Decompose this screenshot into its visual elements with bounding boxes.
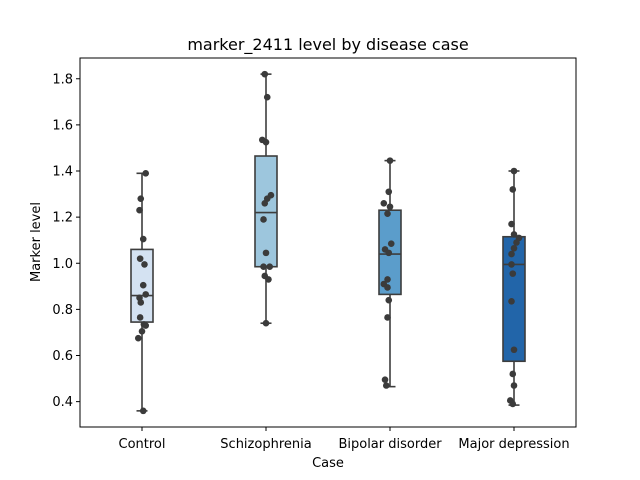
- y-tick-label: 0.4: [52, 395, 73, 410]
- data-point: [384, 276, 391, 283]
- data-point: [260, 216, 267, 223]
- data-point: [266, 263, 274, 271]
- data-point: [134, 334, 142, 342]
- data-point: [509, 270, 517, 277]
- x-tick-label: Bipolar disorder: [338, 437, 442, 452]
- chart-title: marker_2411 level by disease case: [187, 35, 468, 55]
- data-point: [262, 319, 270, 327]
- x-tick-label: Major depression: [458, 437, 569, 452]
- data-point: [385, 249, 393, 257]
- data-point: [382, 382, 390, 389]
- data-point: [139, 235, 147, 243]
- y-tick-label: 1.4: [52, 165, 73, 180]
- data-point: [510, 382, 518, 389]
- data-point: [513, 239, 520, 246]
- data-point: [139, 407, 147, 415]
- axes: 0.4 0.6 0.8 1.0 1.2 1.4 1.6 1.8 Control Schizophr…: [52, 72, 569, 452]
- y-tick-label: 0.8: [52, 303, 73, 318]
- data-point: [138, 327, 146, 335]
- data-point: [142, 170, 150, 177]
- data-point: [384, 314, 391, 321]
- y-axis-label: Marker level: [29, 202, 44, 282]
- data-point: [136, 314, 144, 321]
- data-point: [137, 195, 145, 202]
- data-point: [385, 188, 393, 196]
- data-point: [510, 231, 518, 238]
- plot-frame: [79, 57, 577, 428]
- data-point: [386, 203, 394, 211]
- data-point: [260, 263, 267, 271]
- data-point: [262, 249, 270, 257]
- data-point: [136, 255, 144, 262]
- data-point: [385, 296, 393, 304]
- data-point: [384, 284, 391, 291]
- data-point: [384, 210, 391, 217]
- x-tick-label: Control: [119, 437, 166, 452]
- data-point: [141, 261, 148, 268]
- x-tick-label: Schizophrenia: [220, 437, 311, 452]
- data-point: [386, 157, 394, 164]
- data-point: [510, 167, 518, 175]
- data-point: [510, 346, 518, 354]
- y-tick-label: 1.0: [52, 257, 73, 272]
- data-point: [387, 240, 395, 247]
- data-point: [381, 376, 389, 384]
- data-point: [261, 199, 269, 207]
- data-point: [262, 138, 270, 146]
- data-point: [508, 261, 515, 268]
- data-point: [261, 70, 269, 78]
- data-point: [136, 206, 143, 214]
- y-tick-label: 1.6: [52, 118, 73, 133]
- data-point: [508, 250, 515, 258]
- data-point: [509, 186, 517, 193]
- data-point: [510, 244, 518, 252]
- plot-area: [130, 70, 526, 415]
- data-point: [142, 291, 150, 298]
- data-point: [380, 199, 388, 207]
- data-point: [137, 299, 145, 306]
- y-tick-label: 0.6: [52, 349, 73, 364]
- data-point: [139, 281, 147, 289]
- data-point: [509, 400, 517, 408]
- data-point: [263, 93, 271, 101]
- data-point: [509, 370, 517, 378]
- data-point: [508, 298, 515, 305]
- data-point: [142, 322, 150, 329]
- data-point: [265, 276, 272, 283]
- data-point: [508, 220, 515, 228]
- y-tick-label: 1.2: [52, 211, 73, 226]
- x-axis-label: Case: [312, 456, 344, 471]
- y-tick-label: 1.8: [52, 72, 73, 87]
